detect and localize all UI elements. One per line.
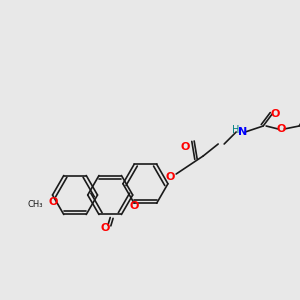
Text: O: O	[129, 201, 139, 211]
Text: O: O	[49, 197, 58, 207]
Text: O: O	[271, 109, 280, 119]
Text: O: O	[277, 124, 286, 134]
Text: N: N	[238, 127, 247, 137]
Text: O: O	[100, 223, 110, 233]
Text: H: H	[232, 125, 240, 136]
Text: O: O	[166, 172, 175, 182]
Text: O: O	[181, 142, 190, 152]
Text: CH₃: CH₃	[28, 200, 43, 209]
